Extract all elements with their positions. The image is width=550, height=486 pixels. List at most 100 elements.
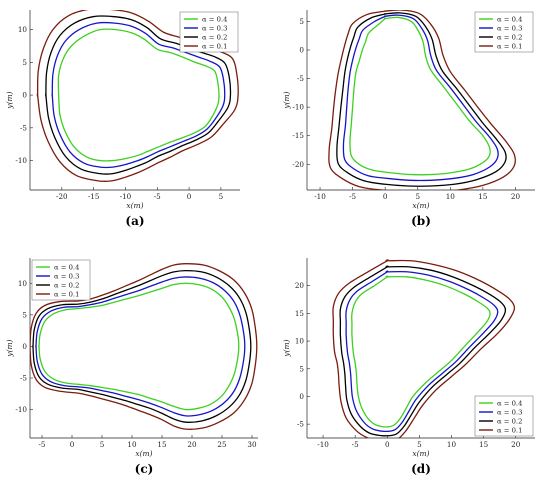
- y-tick-label: -5: [20, 374, 27, 383]
- y-tick-label: -10: [292, 103, 304, 112]
- series-line-2: [35, 276, 246, 417]
- x-tick-label: 15: [479, 440, 489, 449]
- series-line-3: [339, 265, 507, 437]
- series-line-1: [57, 28, 220, 162]
- y-tick-label: 0: [22, 91, 27, 100]
- x-tick-label: 25: [217, 440, 227, 449]
- x-tick-label: 5: [219, 192, 224, 201]
- series-line-2: [345, 270, 499, 433]
- x-tick-label: 0: [70, 440, 75, 449]
- x-tick-label: -10: [120, 192, 132, 201]
- y-tick-label: 5: [299, 364, 304, 373]
- series-line-3: [45, 15, 232, 175]
- y-tick-label: -20: [292, 160, 304, 169]
- y-tick-label: 10: [18, 279, 28, 288]
- y-tick-label: 5: [22, 58, 27, 67]
- legend: α = 0.4α = 0.3α = 0.2α = 0.1: [474, 395, 534, 437]
- y-tick-label: 10: [295, 337, 305, 346]
- legend-entry: α = 0.3: [497, 408, 522, 416]
- y-tick-label: -5: [20, 123, 27, 132]
- x-tick-label: 15: [478, 192, 488, 201]
- legend-entry: α = 0.1: [54, 290, 79, 298]
- x-tick-label: 0: [187, 192, 192, 201]
- y-tick-label: -5: [297, 74, 304, 83]
- legend-entry: α = 0.4: [497, 15, 522, 23]
- legend: α = 0.4α = 0.3α = 0.2α = 0.1: [474, 11, 534, 53]
- x-tick-label: 15: [157, 440, 167, 449]
- x-tick-label: -15: [88, 192, 100, 201]
- x-tick-label: -10: [317, 440, 329, 449]
- legend-entry: α = 0.3: [54, 272, 79, 280]
- y-tick-label: 0: [22, 342, 27, 351]
- legend-entry: α = 0.1: [497, 426, 522, 434]
- x-axis-label: x(m): [412, 449, 429, 458]
- x-tick-label: -5: [38, 440, 45, 449]
- x-axis-label: x(m): [135, 449, 152, 458]
- series-line-1: [351, 275, 491, 428]
- series-line-4: [332, 259, 516, 438]
- series-line-3: [32, 269, 252, 423]
- series-line-4: [36, 10, 239, 183]
- legend: α = 0.4α = 0.3α = 0.2α = 0.1: [179, 11, 239, 53]
- y-tick-label: -15: [292, 131, 304, 140]
- x-tick-label: 20: [511, 440, 521, 449]
- x-tick-label: 10: [447, 440, 457, 449]
- x-tick-label: 0: [385, 440, 390, 449]
- series-line-3: [336, 12, 507, 187]
- y-axis-label: y(m): [5, 91, 14, 109]
- x-tick-label: -5: [349, 192, 356, 201]
- x-axis-label: x(m): [126, 201, 143, 210]
- x-tick-label: -10: [314, 192, 326, 201]
- series-line-2: [51, 21, 226, 169]
- legend: α = 0.4α = 0.3α = 0.2α = 0.1: [31, 259, 91, 301]
- x-tick-label: -20: [56, 192, 68, 201]
- y-tick-label: -5: [297, 420, 304, 429]
- legend-entry: α = 0.2: [497, 33, 522, 41]
- y-tick-label: 15: [295, 309, 305, 318]
- legend-entry: α = 0.1: [497, 42, 522, 50]
- series-line-4: [30, 263, 258, 430]
- y-axis-label: y(m): [5, 339, 14, 357]
- x-tick-label: 20: [187, 440, 197, 449]
- x-tick-label: 5: [415, 192, 420, 201]
- x-tick-label: 20: [511, 192, 521, 201]
- y-tick-label: -10: [15, 405, 27, 414]
- series-line-1: [38, 282, 240, 411]
- x-tick-label: 10: [127, 440, 137, 449]
- legend-entry: α = 0.4: [202, 15, 227, 23]
- y-tick-label: 10: [18, 25, 28, 34]
- series-line-4: [328, 10, 517, 190]
- series-group: [36, 10, 239, 183]
- y-tick-label: 5: [22, 310, 27, 319]
- y-axis-label: y(m): [282, 339, 291, 357]
- y-tick-label: 5: [299, 17, 304, 26]
- x-axis-label: x(m): [412, 201, 429, 210]
- legend-entry: α = 0.2: [54, 281, 79, 289]
- x-tick-label: -5: [352, 440, 359, 449]
- x-tick-label: 5: [417, 440, 422, 449]
- series-group: [30, 263, 258, 430]
- panel-b: -10 -5 0 5 10 15 20 5 0 -5 -10 -15 -20 x(m) y(m) α = 0.…: [282, 10, 535, 228]
- legend-entry: α = 0.2: [497, 417, 522, 425]
- y-tick-label: 0: [299, 392, 304, 401]
- series-line-2: [342, 14, 499, 182]
- y-tick-label: 20: [295, 281, 305, 290]
- x-tick-label: -5: [154, 192, 161, 201]
- legend-entry: α = 0.3: [202, 24, 227, 32]
- panel-label: (a): [125, 214, 144, 228]
- x-tick-label: 0: [383, 192, 388, 201]
- x-tick-label: 5: [100, 440, 105, 449]
- legend-entry: α = 0.4: [54, 263, 79, 271]
- series-line-1: [349, 16, 491, 176]
- legend-entry: α = 0.1: [202, 42, 227, 50]
- y-axis-label: y(m): [282, 91, 291, 109]
- x-tick-label: 10: [446, 192, 456, 201]
- panel-label: (d): [411, 462, 431, 476]
- y-tick-label: -10: [15, 156, 27, 165]
- x-tick-label: 30: [247, 440, 257, 449]
- series-group: [328, 10, 517, 190]
- panel-d: -10 -5 0 5 10 15 20 20 15 10 5 0 -5 x(m) y(m) α = 0.4α …: [282, 258, 535, 476]
